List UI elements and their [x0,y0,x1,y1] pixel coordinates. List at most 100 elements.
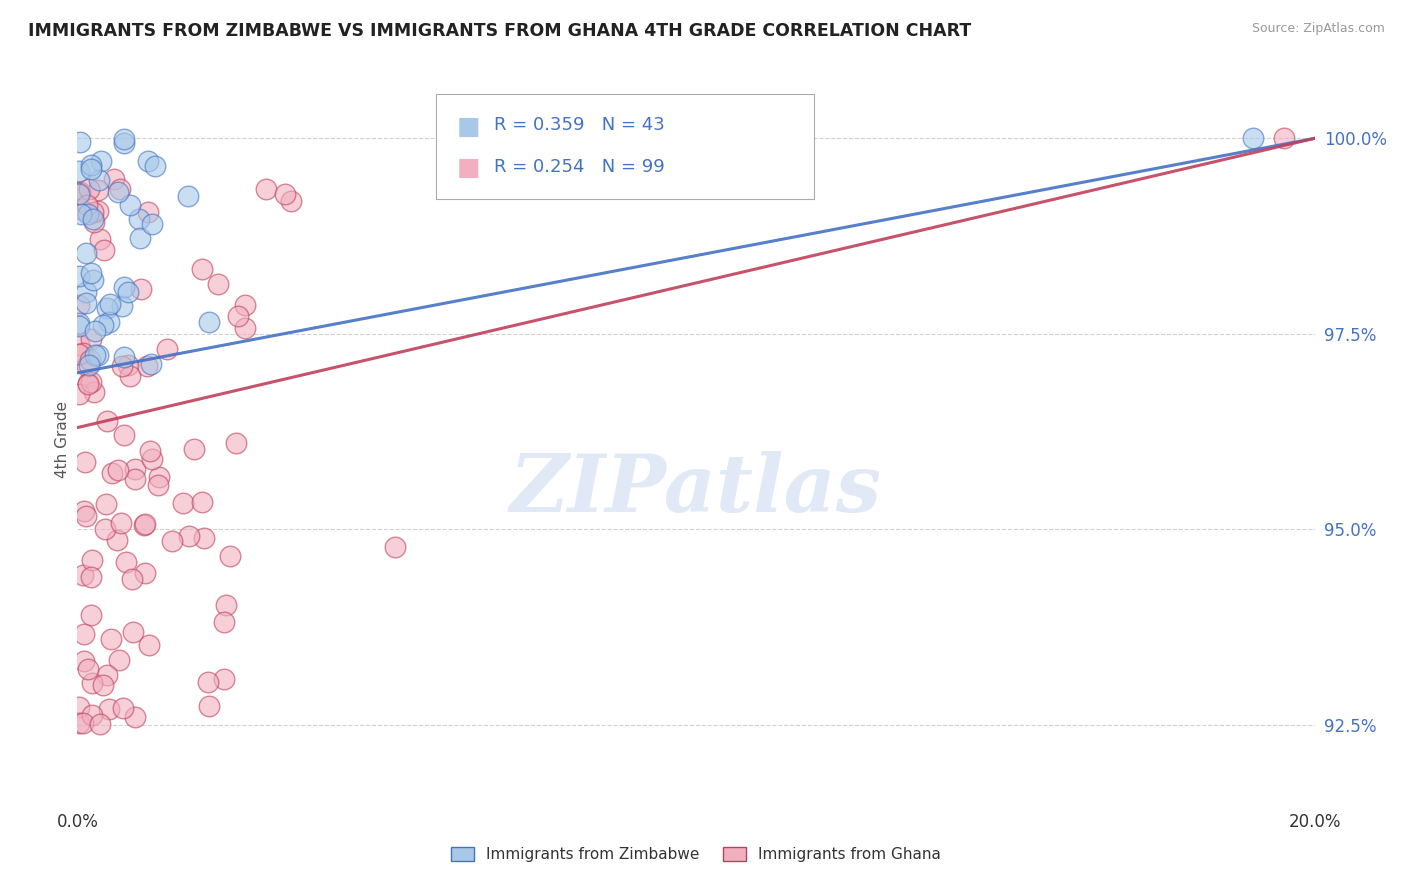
Point [134,566,156,581]
Point [75,454,97,468]
Point [112,350,135,364]
Text: Source: ZipAtlas.com: Source: ZipAtlas.com [1251,22,1385,36]
Point [107,463,129,477]
Point [108,181,131,195]
Point [76,359,98,373]
Point [67,347,90,361]
Point [124,462,146,476]
Point [128,211,150,226]
Point [96,414,118,428]
Point [156,342,179,356]
Point [98,297,121,311]
Point [384,540,406,554]
Point [214,673,236,687]
Point [136,205,159,219]
Point [110,359,132,373]
Y-axis label: 4th Grade: 4th Grade [55,401,70,478]
Point [226,310,249,324]
Point [82,273,104,287]
Point [72,504,94,518]
Point [87,348,110,362]
Point [73,627,96,641]
Point [118,369,141,384]
Point [233,321,256,335]
Point [76,198,98,212]
Point [122,624,145,639]
FancyBboxPatch shape [436,94,814,200]
Point [112,701,135,715]
Point [73,654,96,668]
Point [97,702,120,716]
Point [79,375,101,389]
Point [82,212,104,227]
Point [197,315,219,329]
Point [91,318,114,332]
Point [79,352,101,367]
Point [197,675,219,690]
Point [93,243,115,257]
Point [80,266,103,280]
Text: R = 0.254   N = 99: R = 0.254 N = 99 [495,158,665,176]
Point [80,332,103,346]
Point [146,478,169,492]
Point [67,186,90,201]
Point [108,653,131,667]
Point [98,315,121,329]
Text: ■: ■ [457,115,481,139]
Point [75,285,97,300]
Point [67,338,90,352]
Point [138,444,160,458]
Point [112,132,135,146]
Point [80,158,103,172]
Point [76,207,98,221]
Point [75,508,97,523]
Point [131,282,153,296]
Point [139,357,162,371]
Point [177,529,200,543]
Point [80,161,103,176]
Point [67,163,90,178]
Point [80,552,103,566]
Point [148,470,170,484]
Point [89,232,111,246]
Point [69,202,91,216]
Point [69,136,91,150]
Point [67,716,90,731]
Point [69,185,91,199]
Point [117,358,139,372]
Point [138,639,160,653]
Point [67,318,90,333]
Point [87,204,110,219]
Point [160,534,183,549]
Point [1241,131,1264,145]
Point [141,217,163,231]
Point [83,324,105,338]
Point [83,348,105,362]
Point [225,436,247,450]
Point [107,185,129,199]
Point [114,555,136,569]
Text: R = 0.359   N = 43: R = 0.359 N = 43 [495,116,665,135]
Point [94,497,117,511]
Point [80,707,103,722]
Point [83,385,105,400]
Point [91,678,114,692]
Point [90,154,112,169]
Point [105,533,128,547]
Point [87,173,110,187]
Point [96,667,118,681]
Point [67,699,90,714]
Text: ZIPatlas: ZIPatlas [510,451,882,529]
Point [112,427,135,442]
Point [172,496,194,510]
Point [134,518,156,533]
Point [67,186,90,201]
Point [274,187,297,202]
Point [136,359,159,374]
Point [1272,131,1295,145]
Point [72,567,94,582]
Point [80,608,103,623]
Point [93,522,115,536]
Point [207,277,229,292]
Point [219,549,242,563]
